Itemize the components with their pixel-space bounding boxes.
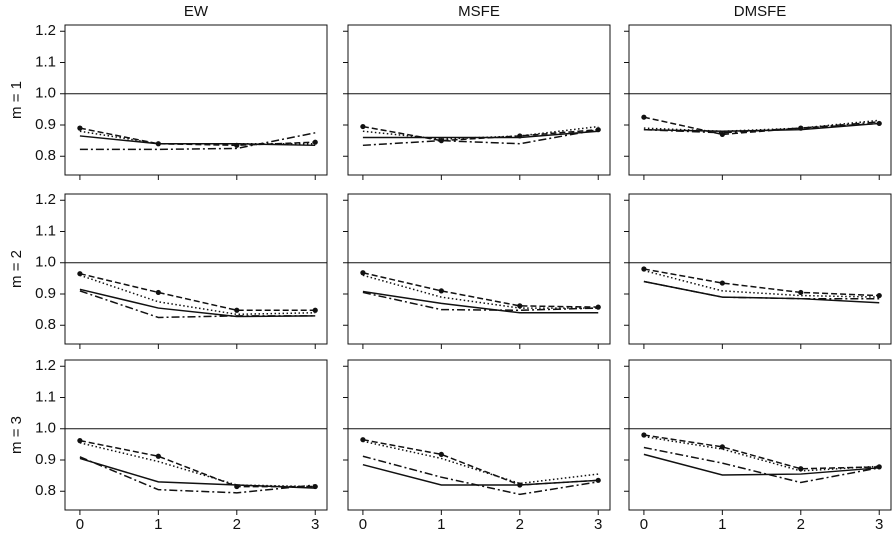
point-marker (798, 289, 804, 296)
point-marker (234, 307, 240, 313)
point-marker (798, 466, 804, 472)
series-line (79, 127, 316, 147)
series-line (362, 272, 599, 308)
series-line (643, 280, 880, 304)
series-line (643, 434, 880, 470)
y-tick-label: 0.8 (35, 147, 56, 164)
y-tick-label: 0.9 (35, 451, 56, 468)
point-marker (360, 123, 366, 130)
series-line (362, 291, 599, 312)
y-tick-label: 1.1 (35, 53, 56, 70)
plot-frame (64, 359, 328, 511)
series-line (643, 435, 880, 472)
point-marker (876, 120, 882, 127)
point-marker (719, 280, 725, 286)
plot-frame (347, 24, 611, 176)
point-marker (155, 453, 161, 459)
point-marker (77, 125, 83, 131)
x-tick-label: 0 (640, 516, 648, 533)
point-marker (312, 139, 318, 145)
x-tick-label: 3 (875, 516, 883, 533)
series-line (79, 457, 316, 489)
point-marker (719, 444, 725, 450)
series-line (643, 280, 880, 300)
series-line (362, 128, 599, 147)
series-line (79, 442, 316, 488)
series-line (643, 446, 880, 484)
y-tick-label: 0.9 (35, 285, 56, 302)
point-marker (517, 303, 523, 309)
series-line (79, 456, 316, 494)
series-line (79, 135, 316, 147)
series-line (362, 438, 599, 486)
x-tick-label: 3 (594, 516, 602, 533)
point-marker (876, 464, 882, 470)
plot-frame (347, 193, 611, 345)
point-marker (438, 288, 444, 294)
y-tick-label: 1.1 (35, 388, 56, 405)
plot-frame (64, 193, 328, 345)
point-marker (438, 451, 444, 457)
y-tick-label: 1.2 (35, 22, 56, 39)
series-line (79, 272, 316, 311)
point-marker (641, 114, 647, 120)
y-tick-label: 0.9 (35, 116, 56, 133)
y-tick-label: 1.0 (35, 420, 56, 437)
y-tick-label: 1.0 (35, 254, 56, 271)
series-line (643, 453, 880, 476)
point-marker (595, 304, 601, 310)
point-marker (595, 477, 601, 483)
x-tick-label: 1 (154, 516, 162, 533)
y-tick-label: 1.2 (35, 357, 56, 374)
y-tick-label: 1.1 (35, 222, 56, 239)
row-label: m = 2 (8, 250, 25, 288)
series-line (643, 268, 880, 297)
series-line (362, 290, 599, 314)
panel-title: DMSFE (734, 3, 787, 20)
x-tick-label: 1 (718, 516, 726, 533)
x-tick-label: 1 (437, 516, 445, 533)
series-line (362, 125, 599, 140)
plot-frame (64, 24, 328, 176)
series-line (362, 455, 599, 496)
series-line (643, 269, 880, 298)
series-line (79, 288, 316, 318)
series-line (362, 125, 599, 142)
y-tick-label: 0.8 (35, 482, 56, 499)
series-line (643, 121, 880, 134)
x-tick-label: 2 (233, 516, 241, 533)
plot-frame (347, 359, 611, 511)
point-marker (719, 131, 725, 137)
series-line (362, 440, 599, 485)
x-tick-label: 2 (797, 516, 805, 533)
x-tick-label: 0 (359, 516, 367, 533)
plot-frame (628, 193, 892, 345)
series-line (79, 439, 316, 488)
x-tick-label: 3 (311, 516, 319, 533)
y-tick-label: 1.2 (35, 191, 56, 208)
series-line (643, 116, 880, 136)
row-label: m = 3 (8, 416, 25, 454)
series-line (79, 132, 316, 151)
point-marker (155, 141, 161, 147)
series-line (79, 130, 316, 145)
point-marker (312, 307, 318, 313)
x-tick-label: 0 (76, 516, 84, 533)
panel-title: MSFE (458, 3, 500, 20)
plot-frame (628, 359, 892, 511)
plot-frame (628, 24, 892, 176)
series-line (362, 274, 599, 309)
x-tick-label: 2 (516, 516, 524, 533)
series-line (643, 119, 880, 133)
series-line (362, 130, 599, 139)
point-marker (77, 438, 83, 444)
row-label: m = 1 (8, 81, 25, 119)
y-tick-label: 0.8 (35, 316, 56, 333)
point-marker (155, 289, 161, 296)
panel-title: EW (184, 3, 209, 20)
series-line (79, 274, 316, 316)
y-tick-label: 1.0 (35, 85, 56, 102)
point-marker (360, 270, 366, 276)
